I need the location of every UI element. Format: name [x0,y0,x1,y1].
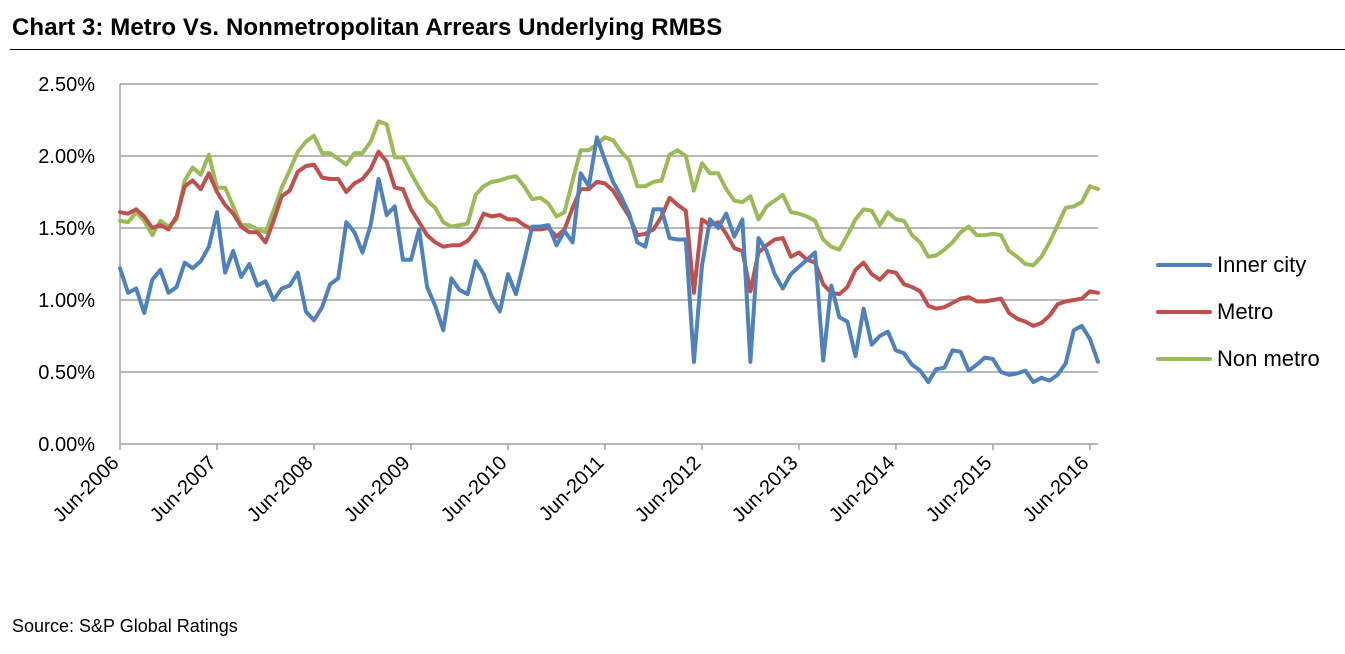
x-tick-label: Jun-2007 [146,452,221,527]
y-tick-label: 1.00% [38,290,95,312]
y-tick-label: 2.00% [38,146,95,168]
axes [119,84,1098,450]
source-note: Source: S&P Global Ratings [12,616,238,636]
legend-label: Non metro [1217,346,1320,371]
x-axis-tick-labels: Jun-2006 Jun-2007 Jun-2008 Jun-2009 Jun-2010… [49,452,1093,527]
x-tick-label: Jun-2013 [728,452,803,527]
x-tick-label: Jun-2011 [535,452,608,525]
x-tick-label: Jun-2016 [1019,452,1094,527]
legend-label: Inner city [1217,252,1306,277]
y-tick-label: 0.50% [38,362,95,384]
x-tick-label: Jun-2006 [49,452,124,527]
y-tick-label: 0.00% [38,434,95,456]
chart-title: Chart 3: Metro Vs. Nonmetropolitan Arrea… [12,14,723,41]
series-line-inner-city [118,135,1100,385]
x-tick-label: Jun-2010 [437,452,512,527]
series-line-metro [118,149,1100,328]
legend-label: Metro [1217,299,1273,324]
series-line-non-metro [118,119,1100,268]
series-lines [118,119,1100,385]
x-tick-label: Jun-2015 [922,452,997,527]
x-tick-label: Jun-2009 [340,452,415,527]
y-tick-label: 1.50% [38,218,95,240]
title-divider [10,49,1345,50]
legend: Inner city Metro Non metro [1156,252,1320,371]
x-tick-label: Jun-2008 [243,452,318,527]
x-tick-label: Jun-2014 [825,452,900,527]
y-tick-label: 2.50% [38,74,95,96]
x-tick-label: Jun-2012 [631,452,706,527]
y-axis-tick-labels: 0.00% 0.50% 1.00% 1.50% 2.00% 2.50% [38,74,95,456]
